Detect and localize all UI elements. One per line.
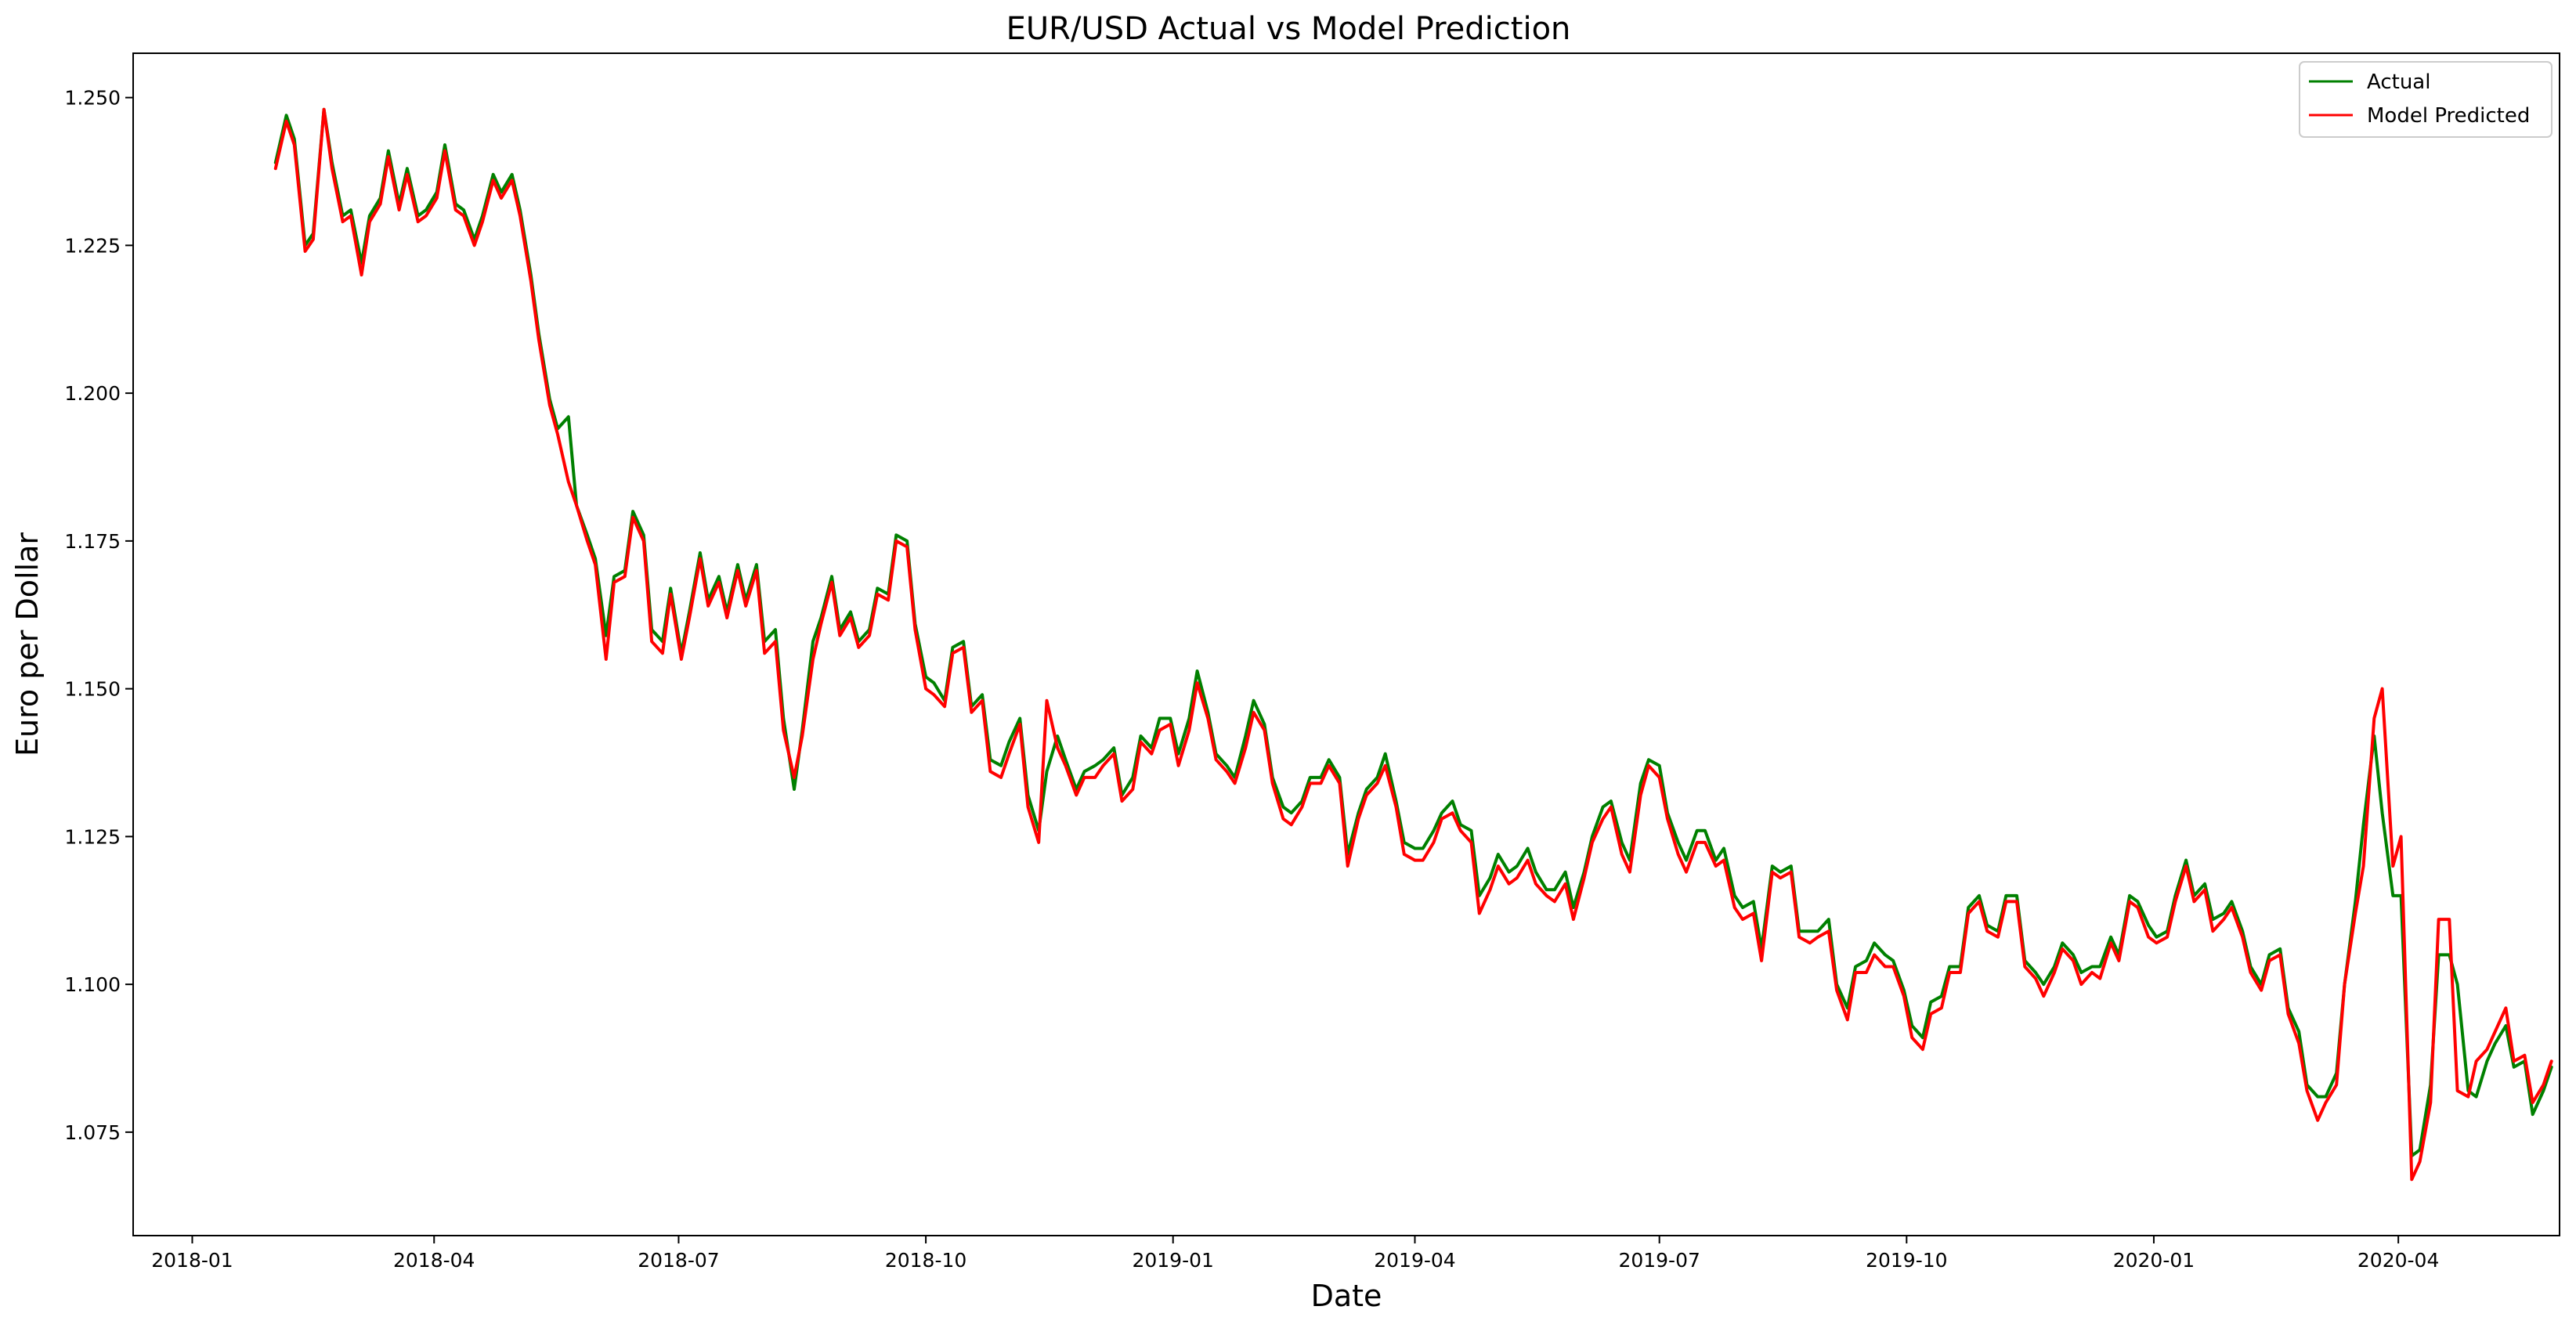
x-tick-label: 2018-10	[885, 1249, 966, 1272]
series-line-model-predicted	[273, 107, 2553, 1182]
legend-label-actual: Actual	[2367, 70, 2430, 94]
y-tick-label: 1.100	[64, 973, 121, 996]
x-tick-label: 2018-01	[151, 1249, 233, 1272]
legend-box	[2299, 61, 2553, 138]
y-tick-label: 1.250	[64, 87, 121, 110]
x-axis: 2018-01 2018-04 2018-07 2018-10 2019-01 2019-…	[151, 1236, 2439, 1272]
y-tick-label: 1.200	[64, 382, 121, 405]
x-tick-label: 2019-07	[1618, 1249, 1700, 1272]
x-tick-label: 2019-01	[1132, 1249, 1213, 1272]
legend: Actual Model Predicted	[2299, 61, 2553, 138]
x-tick-label: 2018-04	[393, 1249, 475, 1272]
series-layer	[273, 107, 2553, 1182]
x-tick-label: 2019-10	[1866, 1249, 1947, 1272]
x-axis-label: Date	[1311, 1279, 1382, 1313]
y-axis: 1.075 1.100 1.125 1.150 1.175 1.200 1.225 1.250	[64, 87, 133, 1144]
y-tick-label: 1.175	[64, 530, 121, 553]
chart-title: EUR/USD Actual vs Model Prediction	[1006, 11, 1571, 47]
plot-frame	[132, 52, 2560, 1236]
y-tick-label: 1.075	[64, 1121, 121, 1144]
y-tick-label: 1.125	[64, 825, 121, 848]
x-tick-label: 2020-01	[2113, 1249, 2195, 1272]
y-axis-label: Euro per Dollar	[10, 532, 45, 756]
y-tick-label: 1.225	[64, 234, 121, 257]
x-tick-label: 2018-07	[638, 1249, 719, 1272]
legend-label-model-predicted: Model Predicted	[2367, 104, 2530, 128]
x-tick-label: 2019-04	[1374, 1249, 1455, 1272]
x-tick-label: 2020-04	[2357, 1249, 2439, 1272]
y-tick-label: 1.150	[64, 678, 121, 701]
